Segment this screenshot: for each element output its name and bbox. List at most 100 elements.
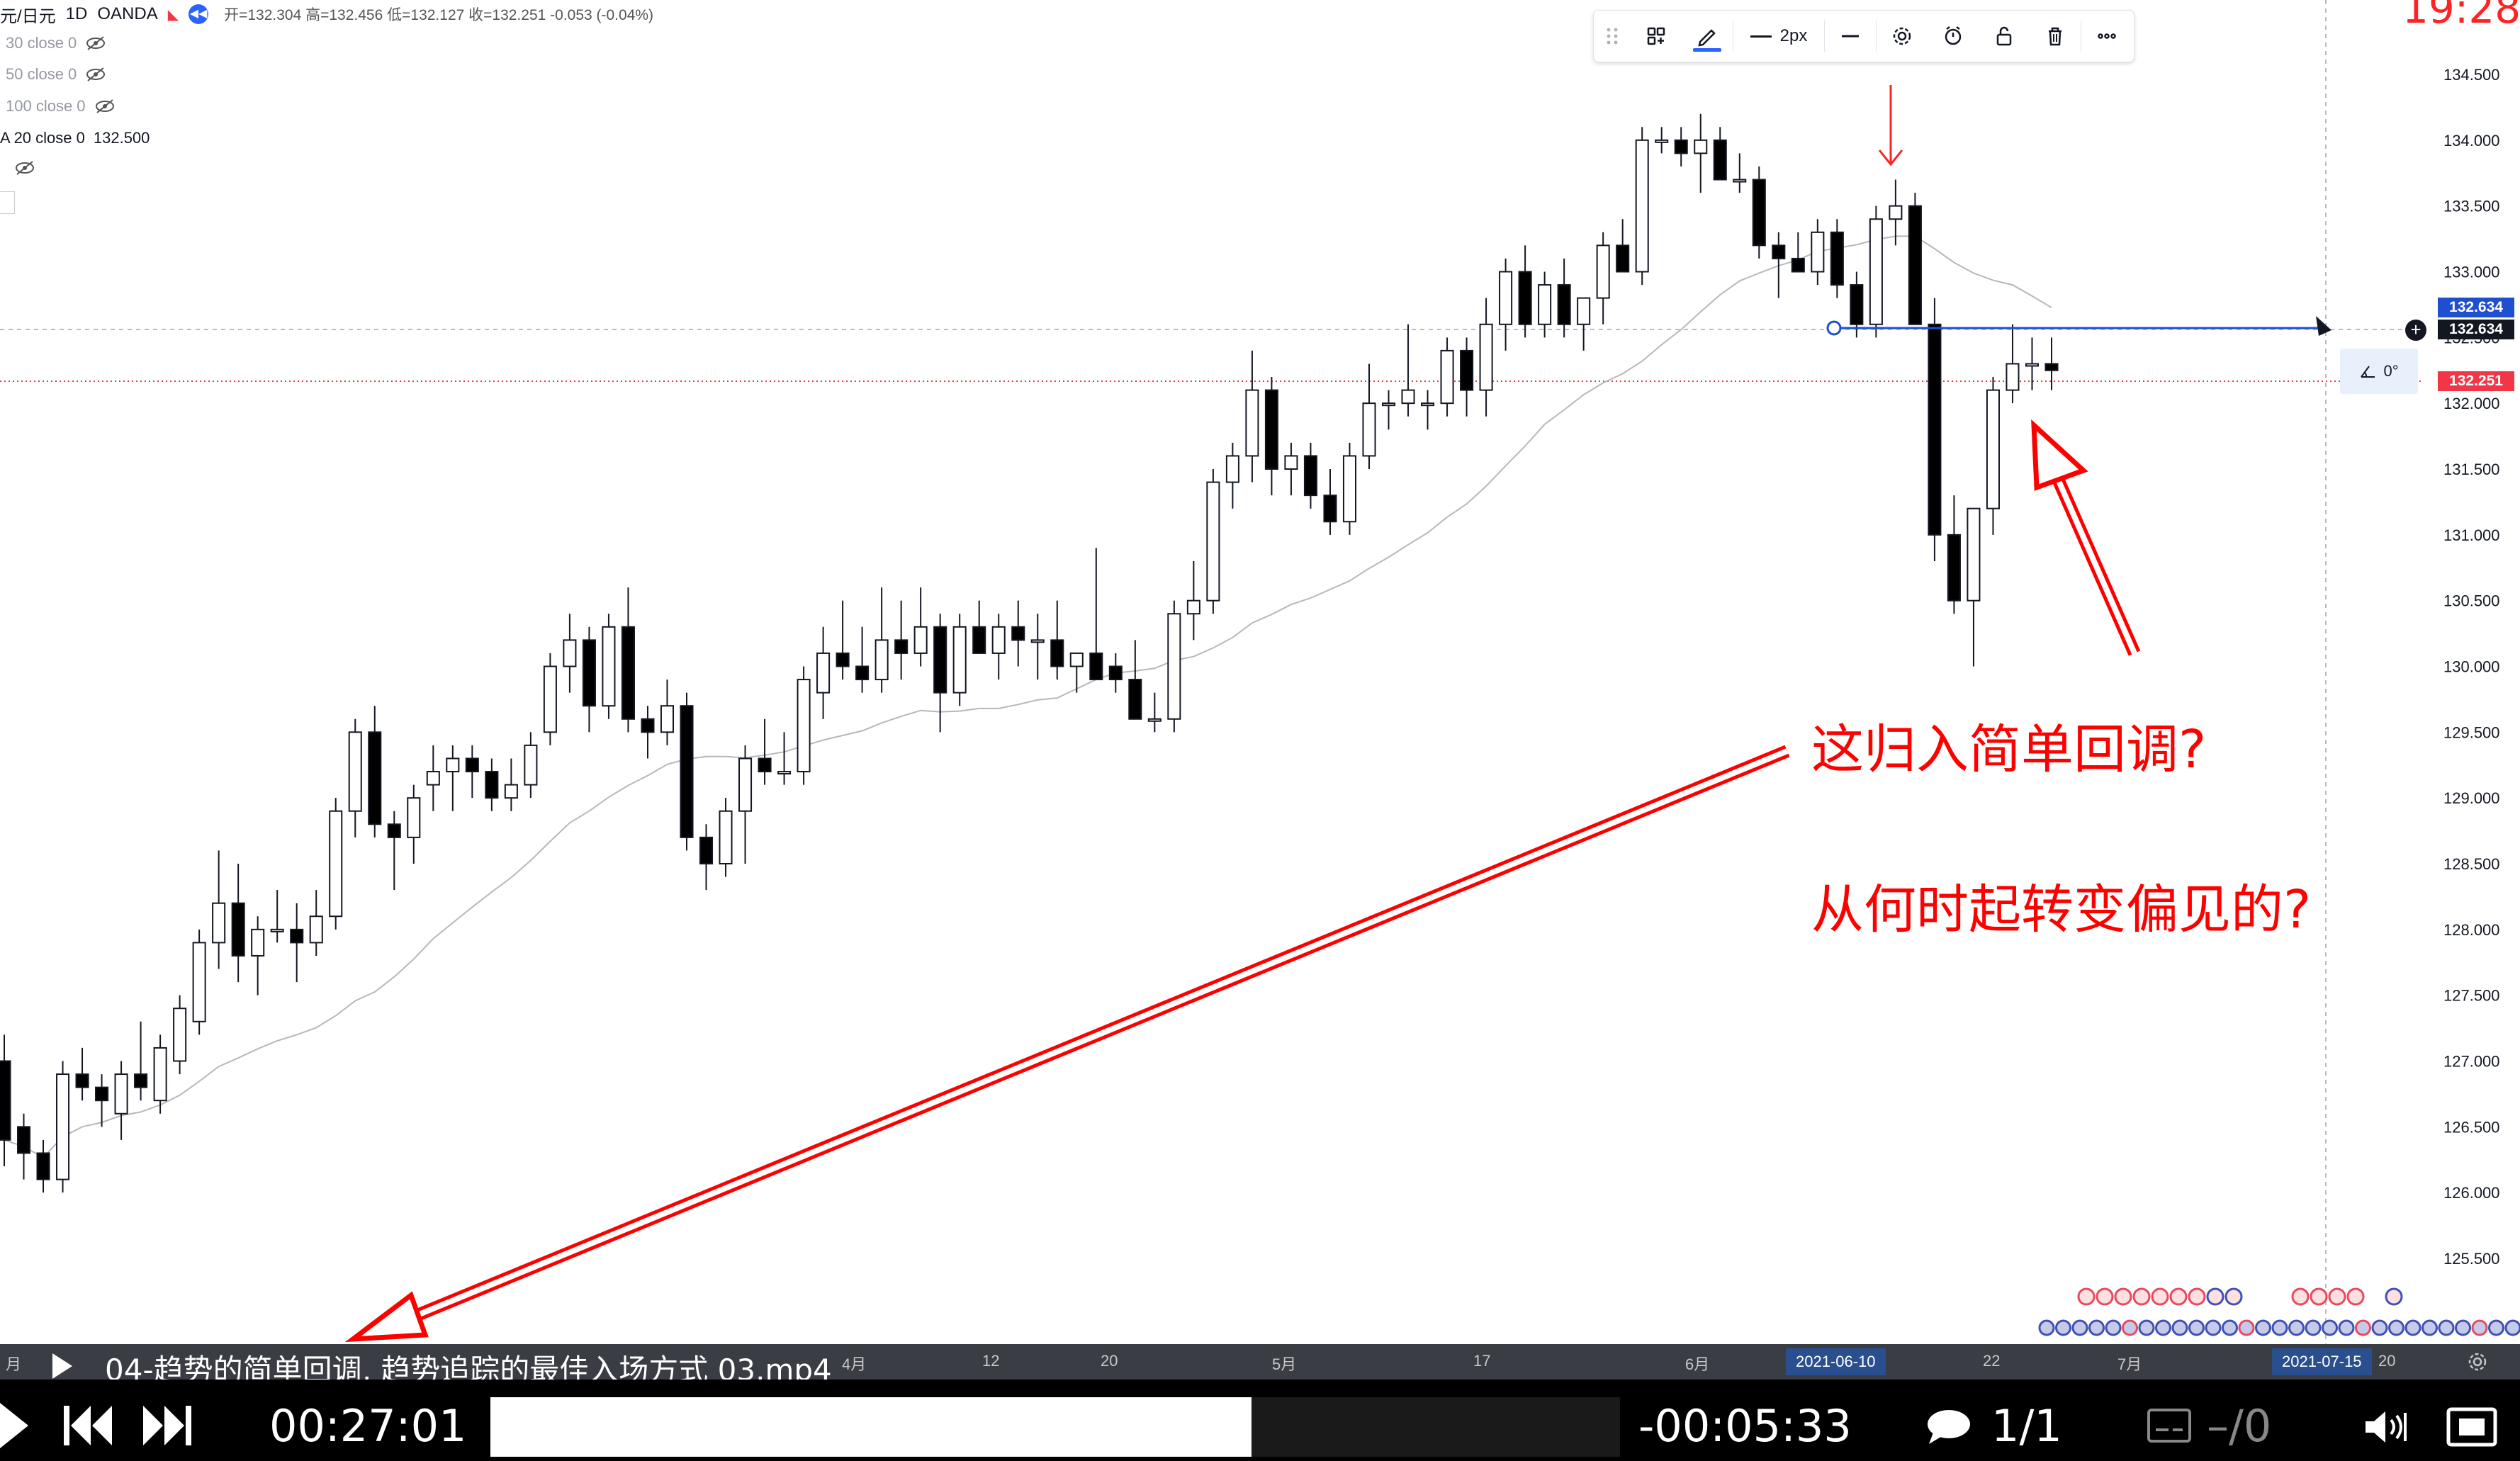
line-style-icon[interactable] bbox=[1825, 11, 1876, 62]
alert-icon[interactable] bbox=[1928, 11, 1979, 62]
eye-hidden-icon[interactable] bbox=[85, 35, 106, 51]
event-marker-icon bbox=[2291, 1287, 2310, 1306]
candle-down bbox=[1128, 679, 1142, 720]
indicator-row-3[interactable]: 100 close 0 bbox=[6, 97, 116, 115]
candle-up bbox=[913, 626, 928, 654]
pencil-icon[interactable] bbox=[1682, 11, 1733, 62]
event-marker-icon bbox=[2105, 1319, 2122, 1336]
source-flag-icon: ◣ bbox=[167, 6, 179, 23]
candle-up bbox=[1225, 455, 1239, 483]
price-tick-label: 130.500 bbox=[2443, 592, 2500, 610]
price-tick-label: 133.000 bbox=[2443, 264, 2500, 281]
candle-up bbox=[1635, 139, 1649, 273]
line-width-button[interactable]: 2px bbox=[1733, 11, 1824, 62]
candles-group bbox=[0, 113, 2059, 1193]
candle-up bbox=[1733, 179, 1747, 183]
settings-icon[interactable] bbox=[1877, 11, 1928, 62]
indicator-row-2[interactable]: 50 close 0 bbox=[6, 65, 106, 84]
price-tick-label: 127.500 bbox=[2443, 987, 2500, 1005]
drag-handle-icon[interactable] bbox=[1594, 11, 1631, 62]
candle-down bbox=[1011, 626, 1025, 641]
eye-hidden-icon[interactable] bbox=[14, 160, 35, 176]
event-marker-icon bbox=[2255, 1319, 2271, 1336]
fullscreen-icon[interactable] bbox=[2446, 1407, 2497, 1447]
candle-up bbox=[212, 902, 226, 944]
candle-down bbox=[1752, 179, 1766, 247]
candle-up bbox=[524, 744, 538, 786]
indicator-row-1[interactable]: 30 close 0 bbox=[6, 34, 106, 52]
candle-down bbox=[485, 771, 499, 799]
time-label: 20 bbox=[1101, 1352, 1118, 1370]
time-label: 12 bbox=[982, 1352, 1000, 1370]
candlestick-chart[interactable]: 134.500134.000133.500133.000132.500132.0… bbox=[0, 0, 2520, 1344]
event-marker-icon bbox=[2055, 1319, 2071, 1336]
event-marker-icon bbox=[2388, 1319, 2404, 1336]
candle-down bbox=[1557, 284, 1571, 325]
candle-up bbox=[1538, 284, 1552, 325]
ray-anchor-handle[interactable] bbox=[1826, 320, 1842, 336]
lock-icon[interactable] bbox=[1979, 11, 2030, 62]
interval-label[interactable]: 1D bbox=[65, 4, 88, 23]
progress-bar-remaining[interactable] bbox=[1251, 1397, 1620, 1457]
candle-down bbox=[582, 639, 596, 707]
event-marker-icon bbox=[2371, 1319, 2388, 1336]
candle-up bbox=[192, 942, 206, 1022]
subtitle-track: –/0 bbox=[2207, 1400, 2272, 1452]
candle-down bbox=[387, 823, 401, 838]
trash-icon[interactable] bbox=[2030, 11, 2081, 62]
candle-up bbox=[2025, 363, 2040, 367]
subtitle-icon[interactable] bbox=[2147, 1409, 2191, 1443]
event-marker-icon bbox=[2310, 1287, 2328, 1306]
candle-down bbox=[134, 1073, 148, 1088]
volume-icon[interactable] bbox=[2363, 1409, 2411, 1445]
candle-up bbox=[1069, 652, 1084, 667]
price-badge-line-top: 132.634 bbox=[2438, 298, 2514, 317]
object-tree-icon[interactable] bbox=[1631, 11, 1682, 62]
candle-up bbox=[1381, 402, 1396, 407]
indicator-row-4[interactable]: A 20 close 0 132.500 bbox=[0, 129, 150, 147]
candle-up bbox=[543, 665, 557, 733]
candle-up bbox=[1245, 389, 1259, 457]
price-tick-label: 131.000 bbox=[2443, 526, 2500, 544]
time-axis[interactable] bbox=[0, 1344, 2520, 1380]
candle-down bbox=[1772, 244, 1786, 259]
chart-settings-icon[interactable] bbox=[2465, 1349, 2490, 1375]
price-badge-current: 132.251 bbox=[2438, 371, 2514, 391]
date-tag-1: 2021-06-10 bbox=[1786, 1348, 1886, 1375]
event-marker-icon bbox=[2038, 1319, 2055, 1336]
price-tick-label: 129.500 bbox=[2443, 723, 2500, 741]
candle-down bbox=[933, 626, 947, 694]
candle-up bbox=[991, 626, 1006, 654]
price-axis-background bbox=[2424, 0, 2520, 1344]
progress-bar-played[interactable] bbox=[490, 1397, 1251, 1457]
price-axis[interactable]: 134.500134.000133.500133.000132.500132.0… bbox=[2424, 0, 2520, 1344]
candle-up bbox=[1967, 507, 1981, 602]
time-label: 5月 bbox=[1272, 1355, 1297, 1373]
indicator-row-5[interactable] bbox=[14, 160, 35, 176]
symbol-name[interactable]: 元/日元 bbox=[0, 6, 56, 26]
eye-hidden-icon[interactable] bbox=[85, 67, 106, 82]
candle-down bbox=[1050, 639, 1064, 667]
candle-down bbox=[1674, 139, 1688, 154]
event-marker-icon bbox=[2188, 1319, 2205, 1336]
time-label: 4月 bbox=[842, 1355, 867, 1373]
skip-back-icon[interactable] bbox=[62, 1403, 113, 1448]
candle-up bbox=[1986, 389, 2000, 509]
annotation-question-2: 从何时起转变偏见的? bbox=[1811, 879, 2312, 940]
candle-down bbox=[855, 665, 870, 681]
chapter-speech-icon[interactable] bbox=[1926, 1409, 1971, 1445]
time-label: 20 bbox=[2378, 1352, 2396, 1370]
candle-up bbox=[952, 626, 967, 694]
more-icon[interactable] bbox=[2081, 11, 2132, 62]
eye-hidden-icon[interactable] bbox=[94, 98, 116, 114]
replay-icon[interactable]: ◀◀ bbox=[189, 4, 209, 24]
title-play-icon[interactable] bbox=[52, 1353, 72, 1379]
annotation-question-1: 这归入简单回调? bbox=[1811, 719, 2207, 780]
candle-down bbox=[1323, 495, 1337, 523]
play-button[interactable] bbox=[0, 1403, 28, 1448]
candle-up bbox=[1869, 218, 1883, 325]
collapse-legend-button[interactable] bbox=[0, 191, 15, 214]
price-badge-line-bottom: 132.634 bbox=[2438, 320, 2514, 339]
skip-forward-icon[interactable] bbox=[142, 1403, 193, 1448]
add-alert-plus-icon[interactable]: + bbox=[2405, 320, 2426, 341]
